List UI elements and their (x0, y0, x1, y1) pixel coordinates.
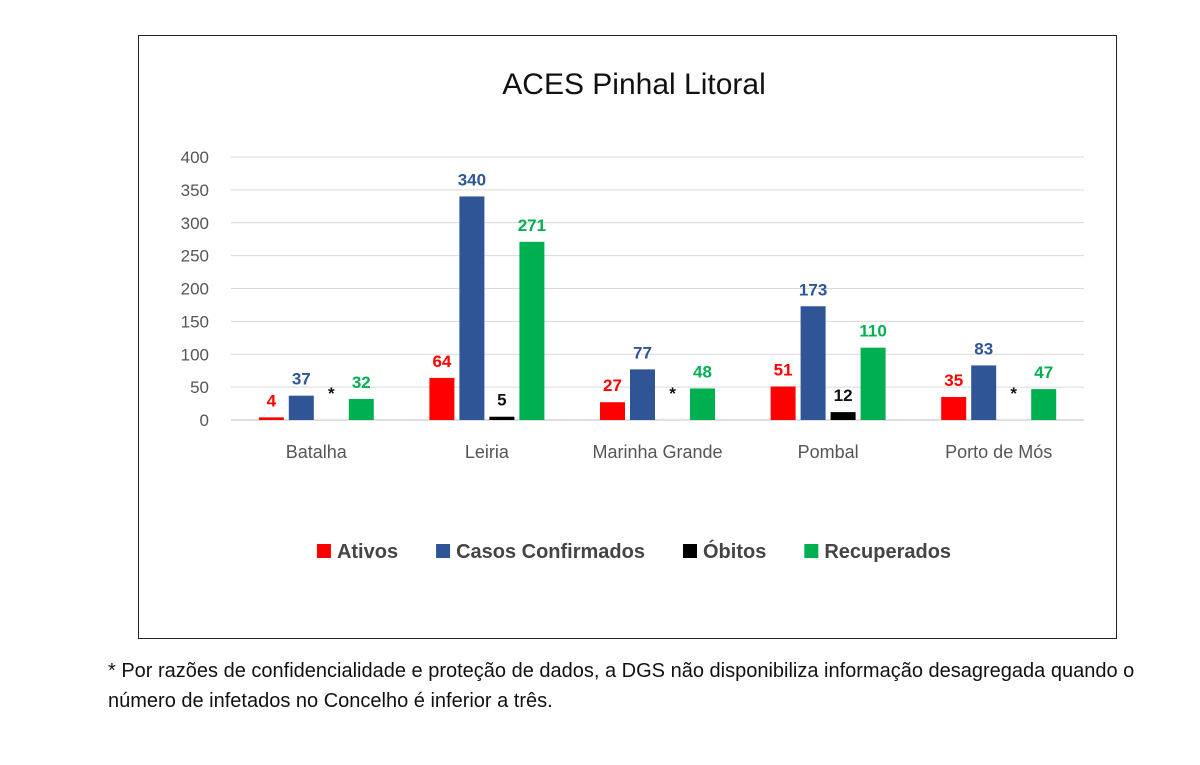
chart-title: ACES Pinhal Litoral (502, 68, 765, 101)
bar (630, 369, 655, 420)
y-tick-label: 50 (190, 378, 209, 397)
bar (288, 395, 314, 420)
legend: Ativos Casos Confirmados Óbitos Recuperados (316, 539, 951, 563)
grid-layer: 0 50 100 150 200 250 300 350 400 (181, 148, 1084, 430)
bar (459, 196, 485, 420)
bar (800, 306, 826, 420)
data-label: 35 (944, 371, 963, 390)
bar (519, 241, 545, 420)
bar (860, 347, 886, 420)
data-label: 27 (603, 376, 622, 395)
legend-label: Óbitos (703, 539, 766, 563)
confidential-marker: * (1010, 384, 1017, 403)
y-tick-label: 200 (181, 280, 209, 299)
bar-stub (318, 418, 344, 420)
confidential-marker: * (669, 384, 676, 403)
bar-chart: ACES Pinhal Litoral 0 50 100 150 200 250 300 35… (181, 68, 1084, 563)
data-label: 37 (292, 370, 311, 389)
y-tick-label: 100 (181, 345, 209, 364)
bar (1031, 389, 1057, 420)
legend-swatch (683, 544, 697, 558)
legend-swatch (804, 544, 819, 558)
bar-stub (660, 418, 685, 420)
data-label: 5 (497, 391, 506, 410)
legend-swatch (316, 544, 331, 558)
bars-layer: 4 37 * 32 Batalha 64 340 5 271 Leiria 27 77 * 48 Marin… (258, 170, 1057, 462)
data-label: 64 (432, 352, 451, 371)
data-label: 77 (633, 343, 652, 362)
bar-stub (1001, 418, 1027, 420)
data-label: 340 (458, 170, 486, 189)
data-label: 12 (834, 386, 853, 405)
chart-frame: ACES Pinhal Litoral 0 50 100 150 200 250 300 35… (138, 35, 1117, 639)
y-tick-label: 300 (181, 214, 209, 233)
category-label: Marinha Grande (592, 442, 722, 462)
y-tick-label: 400 (181, 148, 209, 167)
bar (941, 396, 967, 420)
bar (600, 402, 625, 420)
data-label: 83 (974, 339, 993, 358)
bar (489, 416, 515, 420)
category-label: Pombal (798, 442, 859, 462)
data-label: 32 (352, 373, 371, 392)
category-label: Batalha (286, 442, 348, 462)
data-label: 110 (859, 322, 886, 341)
legend-label: Casos Confirmados (456, 541, 645, 563)
legend-label: Ativos (337, 541, 398, 563)
bar (429, 377, 455, 420)
legend-swatch (436, 544, 451, 558)
bar (770, 386, 796, 420)
legend-label: Recuperados (824, 541, 951, 563)
data-label: 4 (267, 391, 277, 410)
bar (971, 365, 997, 420)
bar (348, 398, 374, 420)
bar (258, 417, 284, 420)
data-label: 48 (693, 362, 712, 381)
bar (830, 412, 856, 420)
data-label: 47 (1034, 363, 1053, 382)
data-label: 271 (518, 216, 546, 235)
y-tick-label: 150 (181, 312, 209, 331)
footnote: * Por razões de confidencialidade e prot… (108, 660, 1135, 712)
category-label: Porto de Mós (945, 442, 1052, 462)
bar (690, 388, 715, 420)
confidential-marker: * (328, 384, 335, 403)
y-tick-label: 250 (181, 247, 209, 266)
category-label: Leiria (465, 442, 510, 462)
y-tick-label: 0 (200, 411, 209, 430)
y-tick-label: 350 (181, 181, 209, 200)
data-label: 51 (774, 360, 793, 379)
data-label: 173 (799, 280, 827, 299)
